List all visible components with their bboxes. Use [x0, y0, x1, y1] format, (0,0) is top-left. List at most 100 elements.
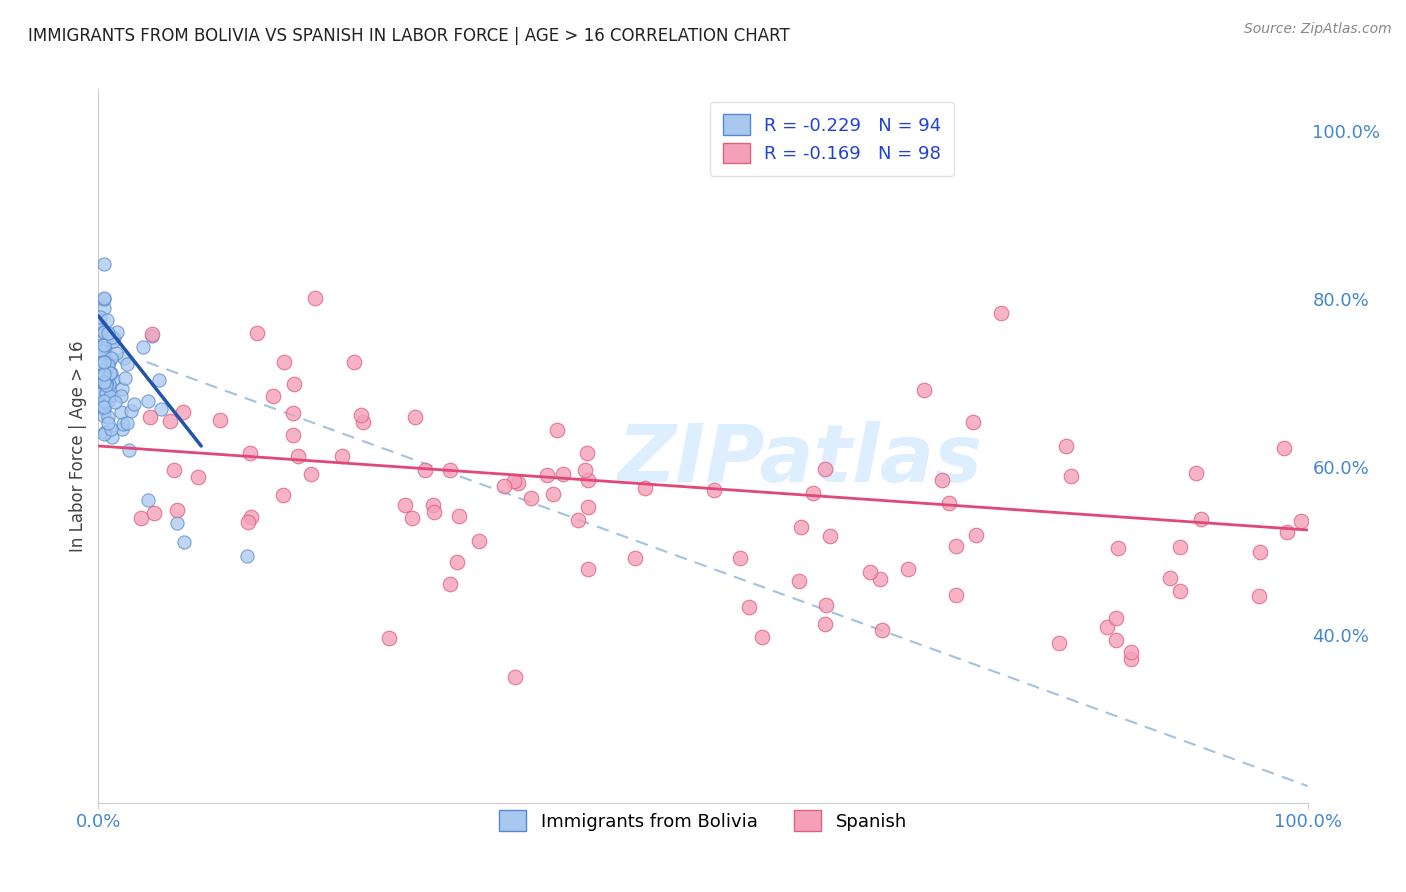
Point: [117, 357, 139, 371]
Point: [141, 329, 163, 343]
Point: [789, 520, 811, 534]
Point: [93, 371, 115, 385]
Point: [503, 670, 526, 684]
Y-axis label: In Labor Force | Age > 16: In Labor Force | Age > 16: [69, 340, 87, 552]
Point: [112, 351, 135, 366]
Point: [304, 291, 326, 305]
Point: [98, 377, 121, 392]
Point: [100, 385, 122, 400]
Point: [93, 256, 115, 270]
Point: [262, 389, 284, 403]
Point: [96, 354, 118, 368]
Point: [439, 577, 461, 591]
Point: [938, 496, 960, 510]
Point: [235, 549, 257, 563]
Point: [1121, 651, 1143, 665]
Point: [576, 500, 599, 514]
Point: [93, 394, 115, 409]
Point: [703, 483, 725, 498]
Point: [93, 325, 115, 339]
Point: [89, 387, 111, 401]
Point: [91, 376, 114, 391]
Point: [118, 443, 141, 458]
Point: [89, 356, 111, 370]
Point: [93, 355, 115, 369]
Point: [89, 369, 111, 384]
Text: Source: ZipAtlas.com: Source: ZipAtlas.com: [1244, 22, 1392, 37]
Point: [136, 393, 159, 408]
Point: [801, 486, 824, 500]
Point: [91, 374, 114, 388]
Point: [142, 506, 165, 520]
Point: [105, 325, 128, 339]
Point: [91, 344, 114, 359]
Point: [93, 338, 115, 352]
Point: [132, 340, 155, 354]
Point: [100, 389, 122, 403]
Point: [97, 393, 120, 408]
Text: ZIPatlas: ZIPatlas: [617, 421, 983, 500]
Legend: Immigrants from Bolivia, Spanish: Immigrants from Bolivia, Spanish: [486, 797, 920, 844]
Point: [814, 617, 837, 632]
Point: [567, 513, 589, 527]
Point: [90, 399, 112, 413]
Point: [98, 355, 121, 369]
Point: [124, 397, 146, 411]
Point: [93, 400, 115, 414]
Point: [546, 423, 568, 437]
Point: [94, 385, 117, 400]
Point: [789, 574, 811, 588]
Point: [467, 534, 489, 549]
Point: [100, 351, 122, 365]
Point: [97, 326, 120, 340]
Point: [503, 474, 526, 488]
Point: [730, 551, 752, 566]
Point: [814, 598, 837, 612]
Point: [931, 474, 953, 488]
Point: [1289, 514, 1312, 528]
Point: [536, 468, 558, 483]
Point: [90, 318, 112, 333]
Point: [100, 422, 122, 436]
Point: [93, 402, 115, 417]
Point: [378, 631, 401, 645]
Point: [104, 395, 127, 409]
Point: [93, 291, 115, 305]
Point: [96, 368, 118, 383]
Point: [93, 376, 115, 390]
Point: [101, 334, 124, 348]
Point: [394, 499, 416, 513]
Point: [93, 385, 115, 400]
Point: [1168, 584, 1191, 599]
Point: [1159, 571, 1181, 585]
Point: [91, 368, 114, 382]
Point: [446, 555, 468, 569]
Point: [159, 414, 181, 428]
Point: [1107, 541, 1129, 555]
Point: [110, 389, 132, 403]
Point: [859, 566, 882, 580]
Point: [422, 505, 444, 519]
Point: [551, 467, 574, 481]
Point: [1060, 469, 1083, 483]
Point: [912, 383, 935, 397]
Point: [101, 330, 124, 344]
Point: [508, 476, 530, 491]
Point: [1249, 545, 1271, 559]
Point: [97, 417, 120, 431]
Point: [576, 473, 599, 487]
Point: [101, 372, 124, 386]
Point: [103, 331, 125, 345]
Point: [100, 367, 122, 381]
Point: [105, 345, 128, 359]
Point: [94, 371, 117, 385]
Point: [110, 405, 132, 419]
Point: [814, 462, 837, 476]
Point: [575, 446, 598, 460]
Point: [90, 374, 112, 388]
Point: [89, 387, 111, 401]
Point: [738, 599, 761, 614]
Point: [149, 401, 172, 416]
Point: [1277, 524, 1299, 539]
Point: [945, 539, 967, 553]
